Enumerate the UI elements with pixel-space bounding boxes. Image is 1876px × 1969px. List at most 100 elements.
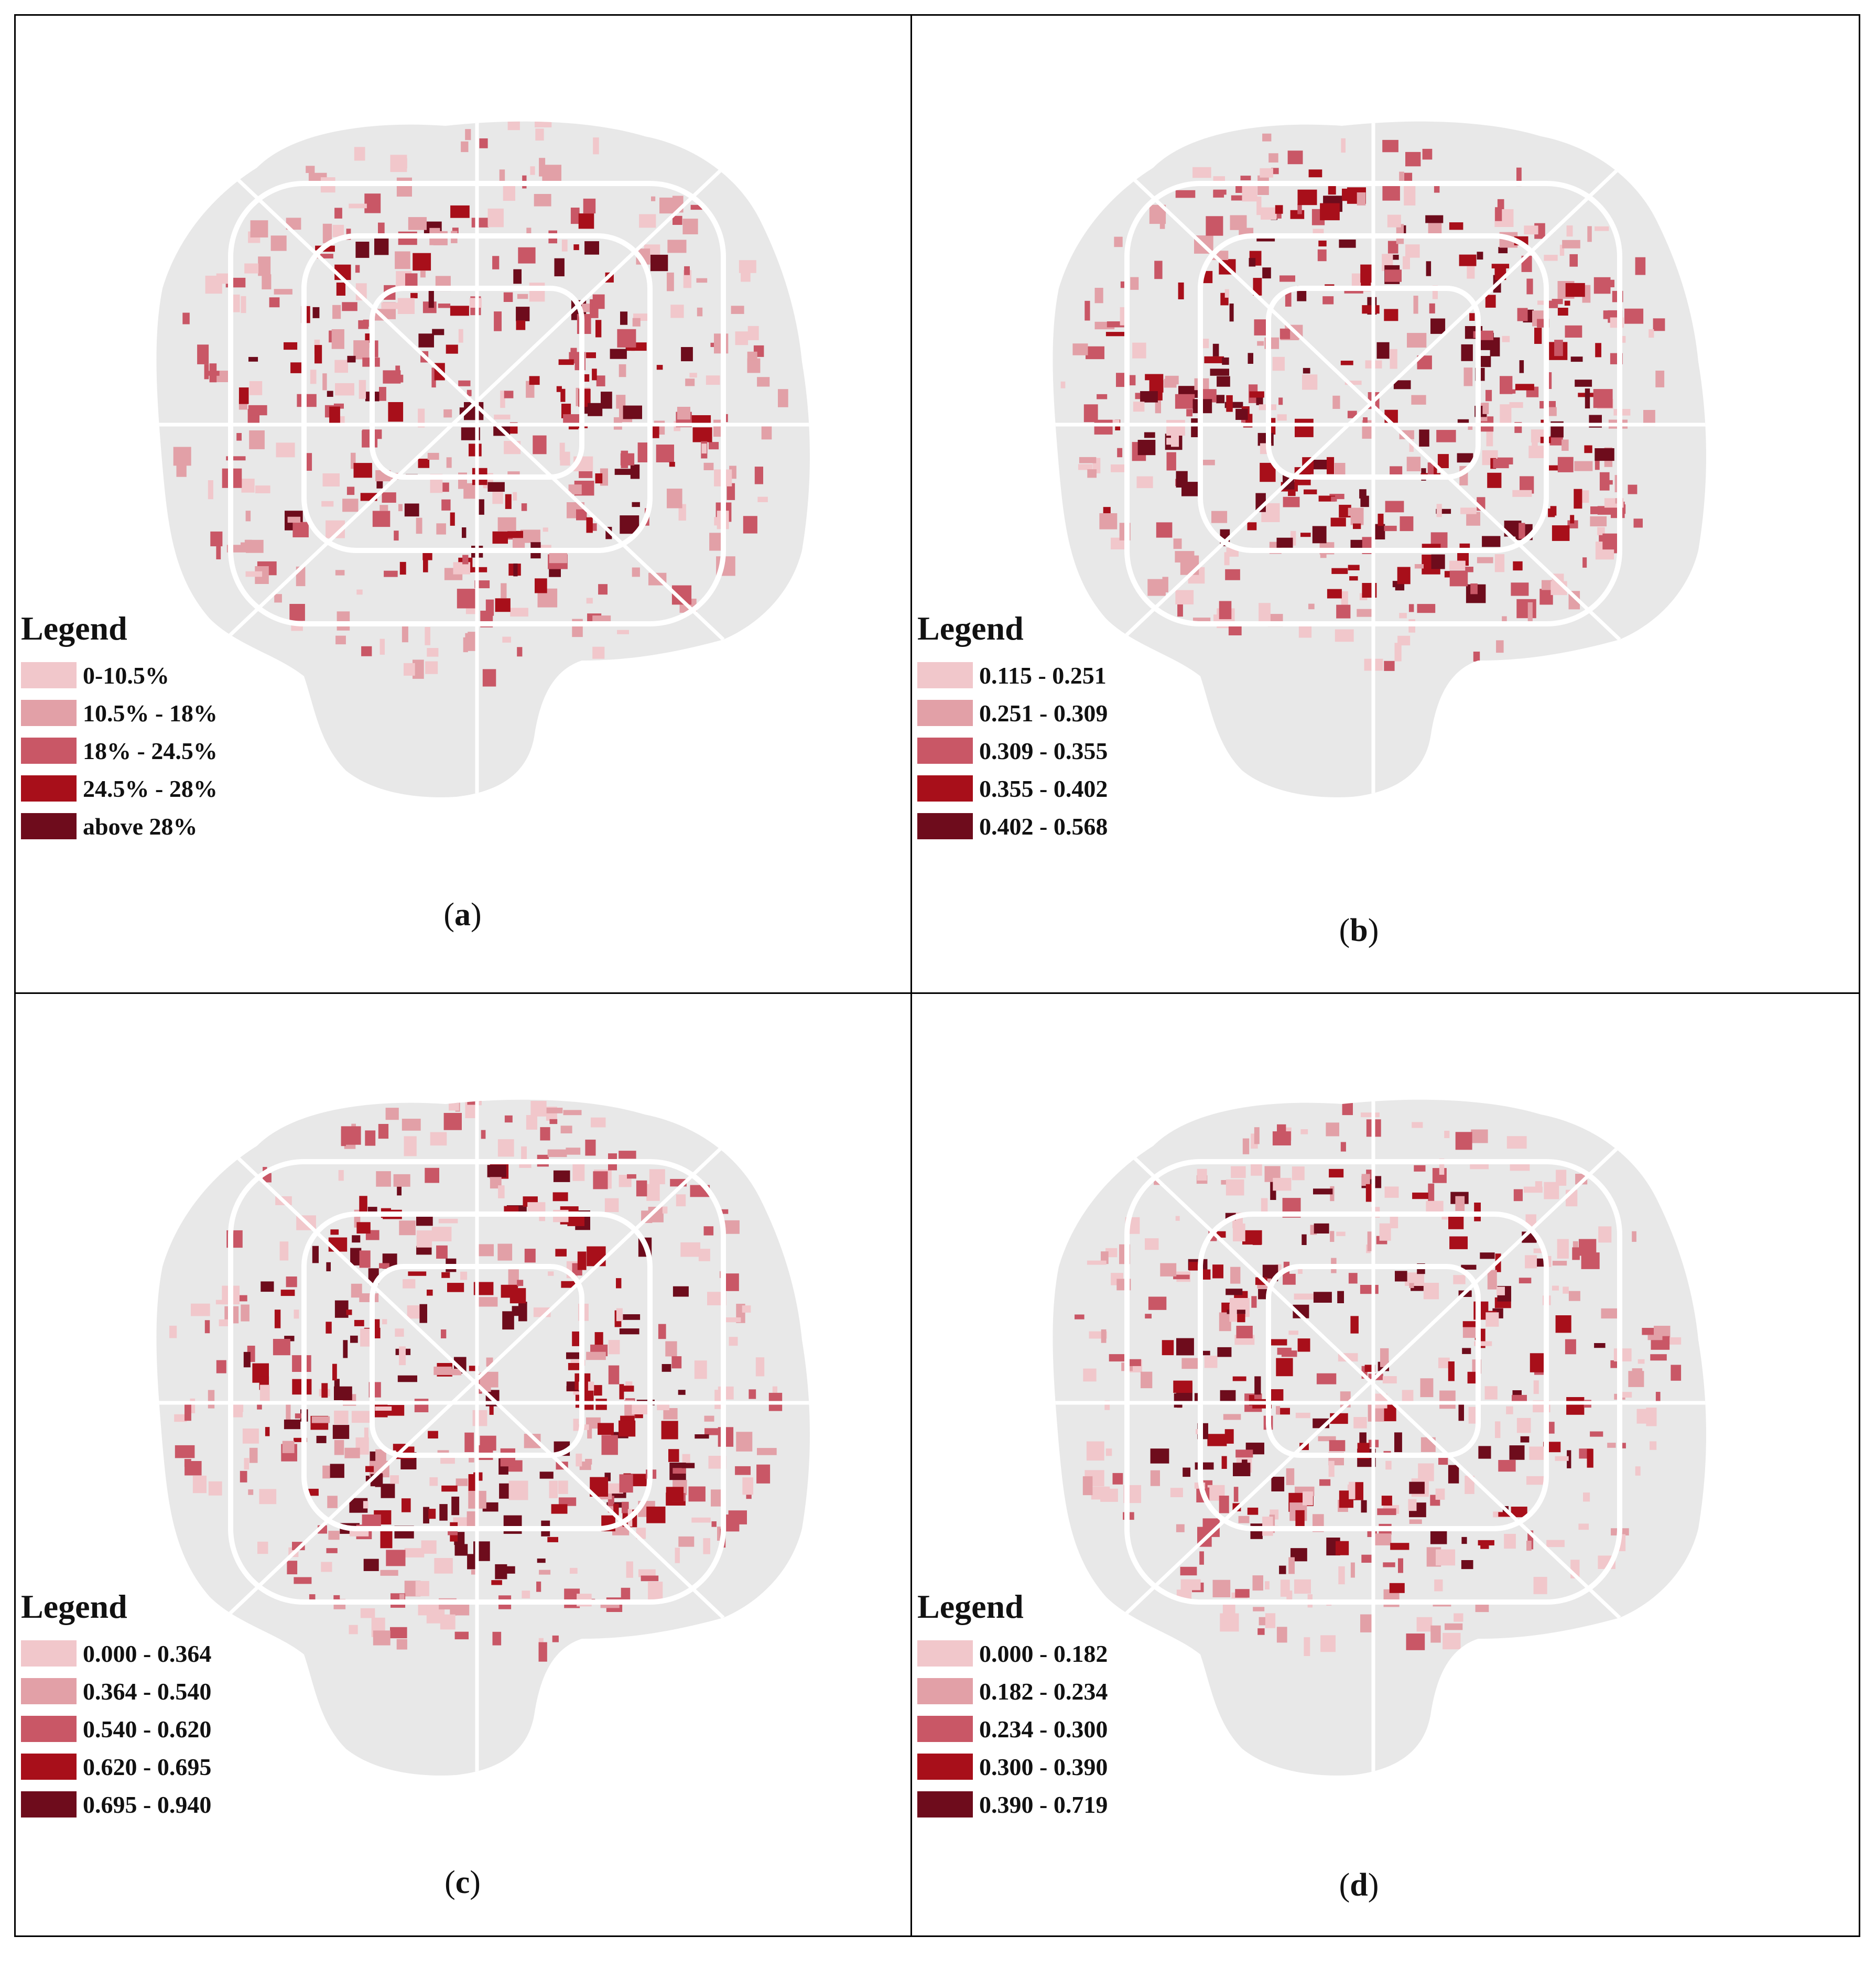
- district-block: [539, 1570, 551, 1575]
- district-block: [382, 492, 396, 503]
- district-block: [1416, 1617, 1433, 1632]
- district-block: [380, 1570, 398, 1576]
- district-block: [1298, 1267, 1303, 1274]
- district-block: [658, 1324, 666, 1339]
- district-block: [242, 1429, 259, 1444]
- district-block: [739, 260, 756, 273]
- district-block: [465, 129, 471, 140]
- district-block: [1431, 554, 1445, 569]
- district-block: [1173, 538, 1182, 549]
- legend-swatch: [917, 1791, 973, 1817]
- district-block: [636, 1180, 647, 1197]
- district-block: [326, 1262, 331, 1272]
- district-block: [416, 1246, 432, 1255]
- district-block: [414, 1399, 429, 1412]
- district-block: [623, 405, 642, 419]
- district-block: [1360, 1614, 1372, 1632]
- arterial-road: [1120, 1144, 1621, 1619]
- district-block: [1271, 168, 1279, 175]
- district-block: [489, 1398, 494, 1415]
- district-block: [608, 1496, 614, 1507]
- district-block: [382, 1319, 387, 1325]
- district-block: [1277, 1408, 1290, 1415]
- district-block: [1213, 614, 1220, 622]
- district-block: [1361, 1554, 1373, 1563]
- district-block: [385, 1108, 399, 1120]
- district-block: [1141, 1371, 1153, 1389]
- district-block: [241, 479, 255, 493]
- district-block: [434, 1558, 453, 1574]
- district-block: [619, 1151, 636, 1159]
- district-block: [1224, 1429, 1234, 1444]
- district-block: [265, 1427, 270, 1436]
- caption-letter: c: [455, 1865, 470, 1900]
- district-block: [497, 1139, 514, 1157]
- district-block: [1195, 1462, 1214, 1470]
- district-block: [1467, 264, 1475, 279]
- district-block: [1376, 342, 1390, 359]
- district-block: [1133, 402, 1145, 412]
- district-block: [586, 517, 593, 533]
- legend-label: above 28%: [83, 813, 198, 840]
- district-block: [678, 1390, 686, 1395]
- district-block: [1638, 1359, 1645, 1364]
- district-block: [367, 1207, 377, 1213]
- district-block: [671, 1356, 682, 1369]
- district-block: [667, 489, 682, 509]
- district-block: [210, 531, 223, 547]
- district-block: [497, 517, 516, 532]
- district-block: [508, 1269, 519, 1287]
- district-block: [510, 608, 528, 617]
- district-block: [443, 409, 452, 418]
- district-block: [747, 358, 761, 373]
- district-block: [1344, 381, 1362, 385]
- district-block: [632, 318, 641, 327]
- district-block: [454, 1544, 468, 1556]
- district-block: [703, 1226, 714, 1236]
- district-block: [461, 141, 469, 153]
- district-block: [1461, 1537, 1467, 1544]
- district-block: [539, 1472, 554, 1479]
- district-block: [1154, 1180, 1160, 1185]
- district-block: [741, 273, 751, 282]
- district-block: [413, 253, 431, 271]
- legend-swatch: [917, 813, 973, 839]
- district-block: [1581, 1252, 1600, 1269]
- district-block: [1636, 1409, 1649, 1424]
- district-block: [516, 307, 530, 321]
- district-block: [280, 1290, 295, 1296]
- district-block: [1529, 1446, 1544, 1460]
- district-block: [502, 636, 511, 643]
- district-block: [1233, 1224, 1245, 1241]
- district-block: [632, 502, 640, 507]
- legend-swatch: [917, 1678, 973, 1704]
- district-block: [351, 1411, 371, 1423]
- district-block: [1226, 1179, 1244, 1196]
- district-block: [465, 1101, 478, 1118]
- district-block: [335, 383, 354, 396]
- district-block: [1338, 1566, 1345, 1585]
- city-base-shape: [1053, 121, 1706, 797]
- district-block: [548, 1271, 554, 1276]
- district-block: [625, 1381, 633, 1387]
- district-block: [1485, 1312, 1499, 1327]
- district-block: [1526, 1476, 1546, 1485]
- district-block: [270, 235, 287, 251]
- district-block: [1430, 1625, 1441, 1643]
- district-block: [1249, 1395, 1254, 1405]
- district-block: [379, 387, 386, 401]
- district-block: [1554, 340, 1563, 356]
- district-block: [1578, 1523, 1589, 1530]
- district-block: [1590, 1431, 1603, 1437]
- district-block: [1132, 342, 1146, 359]
- district-block: [1482, 403, 1489, 414]
- district-block: [479, 138, 488, 148]
- district-block: [1667, 1337, 1682, 1345]
- district-block: [1523, 1186, 1543, 1193]
- district-block: [593, 137, 599, 155]
- district-block: [1262, 133, 1272, 142]
- district-block: [1265, 1581, 1270, 1589]
- district-block: [582, 1377, 588, 1396]
- district-block: [1572, 1247, 1580, 1260]
- district-block: [354, 147, 365, 161]
